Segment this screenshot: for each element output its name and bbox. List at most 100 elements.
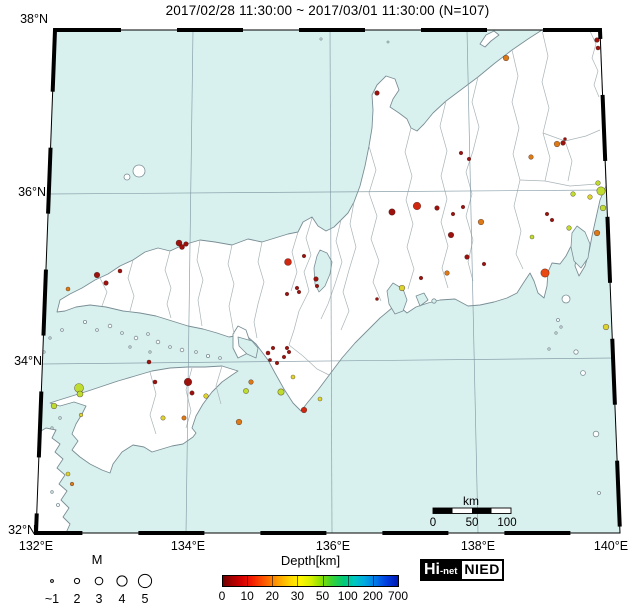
quake-marker bbox=[284, 291, 290, 297]
depth-tick-mark bbox=[372, 575, 374, 586]
islet bbox=[133, 335, 139, 341]
quake-marker bbox=[434, 205, 440, 211]
quake-marker bbox=[481, 261, 487, 267]
quake-marker bbox=[595, 45, 601, 51]
prefecture-border bbox=[320, 219, 343, 320]
prefecture-border bbox=[340, 201, 357, 331]
quake-marker bbox=[203, 393, 209, 399]
quake-marker bbox=[570, 191, 576, 197]
prefecture-border bbox=[253, 241, 265, 339]
prefecture-border bbox=[404, 127, 415, 290]
islet bbox=[56, 503, 60, 507]
depth-tick-label: 30 bbox=[290, 589, 305, 603]
islet bbox=[148, 350, 152, 354]
magnitude-size-label: 4 bbox=[119, 592, 126, 605]
prefecture-border bbox=[99, 277, 108, 307]
quake-marker bbox=[566, 225, 572, 231]
islet bbox=[179, 347, 185, 353]
lon-axis-label: 134°E bbox=[170, 539, 206, 553]
islet bbox=[107, 323, 113, 329]
mikawa-bay bbox=[415, 292, 429, 307]
nied-logo-right: NIED bbox=[460, 559, 504, 581]
prefecture-border bbox=[465, 171, 474, 282]
quake-marker bbox=[183, 377, 193, 387]
quake-marker bbox=[117, 268, 123, 274]
quake-marker bbox=[464, 254, 470, 260]
quake-marker bbox=[602, 323, 610, 331]
quake-marker bbox=[78, 412, 84, 418]
depth-tick-label: 100 bbox=[337, 589, 358, 603]
prefecture-border bbox=[542, 129, 601, 142]
quake-marker bbox=[76, 390, 84, 398]
prefecture-border bbox=[564, 140, 573, 182]
quake-marker bbox=[418, 275, 424, 281]
quake-marker bbox=[179, 244, 185, 250]
magnitude-size-circle bbox=[73, 577, 81, 585]
depth-colorbar bbox=[222, 575, 399, 587]
quake-marker bbox=[243, 388, 249, 394]
quake-marker bbox=[528, 154, 534, 160]
depth-tick-mark bbox=[272, 575, 274, 586]
islet bbox=[597, 491, 601, 495]
prefecture-borders bbox=[99, 30, 601, 435]
prefecture-border bbox=[215, 365, 223, 405]
magnitude-size-label: 3 bbox=[96, 592, 103, 605]
lon-axis-label: 138°E bbox=[460, 539, 496, 553]
prefecture-border bbox=[164, 250, 172, 319]
scale-bar-unit: km bbox=[463, 494, 479, 508]
prefecture-border bbox=[511, 49, 524, 270]
quake-marker bbox=[270, 345, 276, 351]
islet bbox=[554, 331, 558, 335]
islet bbox=[95, 328, 99, 332]
islet bbox=[48, 336, 52, 340]
prefecture-border bbox=[519, 179, 546, 182]
quake-marker bbox=[268, 358, 272, 362]
magnitude-size-label: 2 bbox=[74, 592, 81, 605]
islet bbox=[120, 331, 124, 335]
islet bbox=[561, 294, 571, 304]
islet bbox=[556, 318, 560, 322]
islet bbox=[547, 347, 551, 351]
quake-marker bbox=[563, 137, 567, 141]
depth-tick-label: 10 bbox=[240, 589, 254, 603]
quake-marker bbox=[183, 241, 189, 247]
depth-legend-title: Depth[km] bbox=[280, 553, 341, 568]
quake-marker bbox=[595, 180, 601, 186]
logo-hi-text: Hi bbox=[424, 561, 440, 578]
islet bbox=[50, 426, 54, 430]
quake-marker bbox=[265, 350, 271, 356]
prefecture-border bbox=[127, 259, 135, 312]
prefecture-border bbox=[196, 239, 204, 327]
islet bbox=[205, 353, 210, 358]
magnitude-size-label: ~1 bbox=[45, 592, 59, 605]
prefecture-border bbox=[290, 231, 299, 292]
islet bbox=[60, 328, 64, 332]
depth-tick-label: 700 bbox=[387, 589, 409, 603]
quake-marker bbox=[103, 280, 109, 286]
depth-tick-mark bbox=[247, 575, 249, 586]
quake-marker bbox=[300, 406, 308, 414]
tokyo-bay bbox=[570, 225, 591, 269]
magnitude-legend: ~1 2 3 4 5 bbox=[45, 573, 153, 605]
quake-marker bbox=[160, 415, 166, 421]
quake-marker bbox=[314, 283, 320, 289]
islet bbox=[128, 345, 132, 349]
prefecture-border bbox=[305, 217, 313, 256]
map-frame bbox=[35, 29, 621, 534]
quake-marker bbox=[447, 231, 455, 239]
quake-marker bbox=[477, 218, 485, 226]
quake-marker bbox=[529, 234, 535, 240]
logo-nied-text: NIED bbox=[464, 561, 500, 577]
quake-marker bbox=[599, 204, 607, 212]
quake-marker bbox=[189, 390, 195, 396]
quake-marker bbox=[286, 349, 292, 355]
osaka-bay bbox=[237, 336, 259, 359]
scale-bar: km 0 50 100 bbox=[430, 494, 517, 529]
islet bbox=[580, 370, 586, 376]
scale-bar-tick-label: 0 bbox=[430, 517, 436, 529]
quake-marker bbox=[553, 140, 561, 148]
lake-biwa bbox=[313, 249, 333, 293]
quake-marker bbox=[458, 150, 464, 156]
